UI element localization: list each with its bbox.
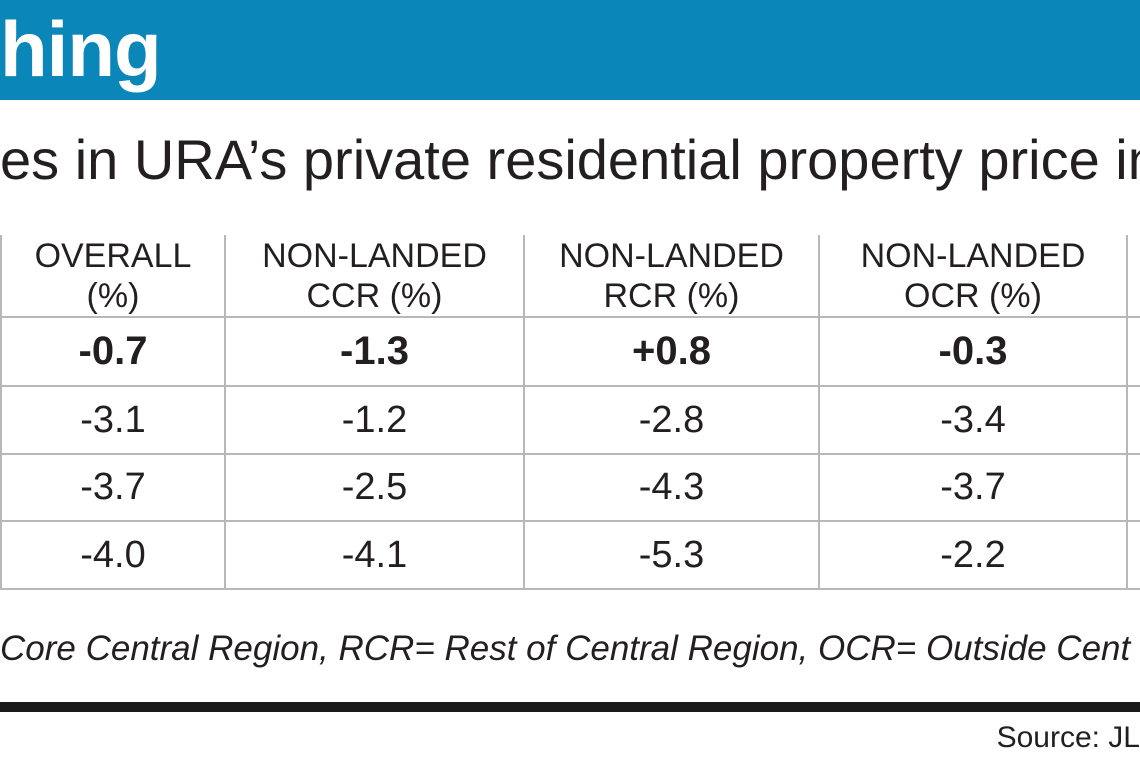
column-divider bbox=[224, 235, 226, 590]
row-divider bbox=[0, 520, 1140, 522]
column-header-ocr: NON-LANDED OCR (%) bbox=[820, 235, 1126, 316]
table-cell: -3.1 bbox=[80, 398, 146, 441]
table-cell: -5.3 bbox=[638, 533, 705, 576]
column-header-line: CCR (%) bbox=[306, 276, 443, 315]
column-header-overall: OVERALL (%) bbox=[2, 235, 224, 316]
table-cell: -3.7 bbox=[80, 466, 146, 508]
table-cell: -4.1 bbox=[341, 533, 408, 576]
table-cell: -4.0 bbox=[80, 533, 146, 576]
table-cell: -4.3 bbox=[638, 466, 705, 508]
column-divider bbox=[0, 235, 2, 590]
table-cell: -0.7 bbox=[78, 329, 148, 373]
row-divider bbox=[0, 316, 1140, 318]
source-credit: Source: JL bbox=[996, 721, 1140, 754]
column-divider bbox=[1126, 235, 1128, 590]
column-header-line: OCR (%) bbox=[904, 276, 1042, 315]
row-divider bbox=[0, 385, 1140, 387]
page-title: hing bbox=[0, 5, 162, 93]
table-cell: -1.2 bbox=[341, 398, 408, 441]
column-header-line: NON-LANDED bbox=[860, 236, 1086, 275]
column-header-line: OVERALL bbox=[34, 236, 192, 275]
table-cell: -2.8 bbox=[638, 398, 705, 441]
row-divider bbox=[0, 588, 1140, 590]
column-header-line: NON-LANDED bbox=[262, 236, 487, 275]
table-cell: -2.5 bbox=[341, 466, 408, 508]
chart-subtitle: es in URA’s private residential property… bbox=[0, 128, 1140, 191]
divider bbox=[0, 702, 1140, 712]
table-cell: -1.3 bbox=[340, 329, 409, 373]
row-divider bbox=[0, 453, 1140, 455]
column-header-line: (%) bbox=[86, 276, 140, 315]
table-cell: -3.4 bbox=[940, 398, 1006, 441]
table-cell: -3.7 bbox=[940, 466, 1006, 508]
column-divider bbox=[523, 235, 525, 590]
column-header-rcr: NON-LANDED RCR (%) bbox=[525, 235, 818, 316]
table-cell: +0.8 bbox=[632, 329, 711, 373]
column-header-line: NON-LANDED bbox=[559, 236, 784, 275]
table-cell: -0.3 bbox=[938, 329, 1008, 373]
column-divider bbox=[818, 235, 820, 590]
price-index-table: OVERALL (%) NON-LANDED CCR (%) NON-LANDE… bbox=[0, 235, 1140, 590]
table-cell: -2.2 bbox=[940, 533, 1006, 576]
column-header-line: RCR (%) bbox=[603, 276, 740, 315]
title-banner: hing bbox=[0, 0, 1140, 100]
footnote: Core Central Region, RCR= Rest of Centra… bbox=[0, 629, 1131, 668]
column-header-ccr: NON-LANDED CCR (%) bbox=[226, 235, 523, 316]
